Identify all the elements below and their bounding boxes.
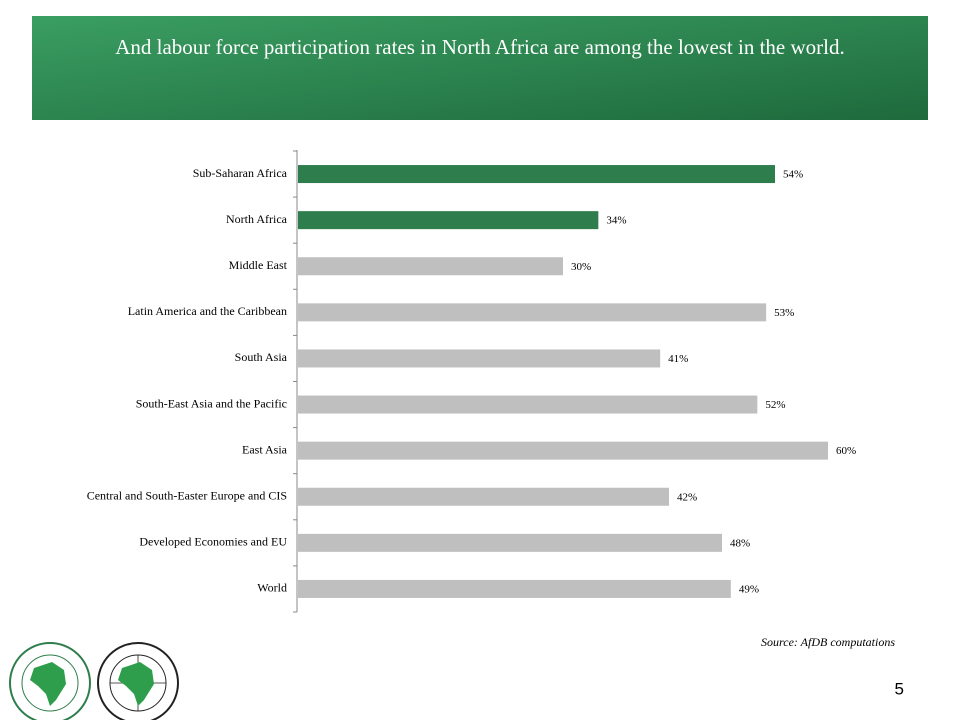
bar: [298, 165, 775, 184]
bar: [298, 395, 758, 414]
y-tick-label: World: [257, 581, 287, 595]
bar: [298, 579, 731, 598]
chart-title: And labour force participation rates in …: [115, 35, 845, 59]
bar: [298, 349, 661, 368]
data-label: 30%: [571, 261, 591, 273]
data-label: 53%: [774, 307, 794, 319]
source-note: Source: AfDB computations: [761, 635, 895, 649]
y-tick-label: Latin America and the Caribbean: [128, 304, 287, 318]
y-tick-label: South Asia: [235, 350, 288, 364]
bar: [298, 303, 767, 322]
data-label: 41%: [668, 353, 688, 365]
data-label: 34%: [606, 215, 626, 227]
logo-right: [97, 642, 179, 720]
bar: [298, 487, 669, 506]
header-band: [32, 16, 928, 120]
y-tick-label: Developed Economies and EU: [139, 535, 287, 549]
bar: [298, 441, 828, 460]
data-label: 49%: [739, 583, 759, 595]
data-label: 52%: [765, 399, 785, 411]
y-tick-label: Central and South-Easter Europe and CIS: [87, 489, 287, 503]
logo-left: [9, 642, 91, 720]
data-label: 48%: [730, 537, 750, 549]
bar: [298, 533, 722, 552]
bar: [298, 257, 563, 276]
title-box: And labour force participation rates in …: [115, 35, 845, 59]
y-tick-label: Sub-Saharan Africa: [193, 166, 288, 180]
data-label: 54%: [783, 169, 803, 181]
page-number: 5: [895, 679, 904, 698]
data-label: 60%: [836, 445, 856, 457]
bar: [298, 211, 599, 230]
y-tick-label: East Asia: [242, 442, 288, 456]
data-label: 42%: [677, 491, 697, 503]
y-tick-label: South-East Asia and the Pacific: [136, 396, 287, 410]
y-tick-label: North Africa: [226, 212, 288, 226]
y-tick-label: Middle East: [229, 258, 288, 272]
